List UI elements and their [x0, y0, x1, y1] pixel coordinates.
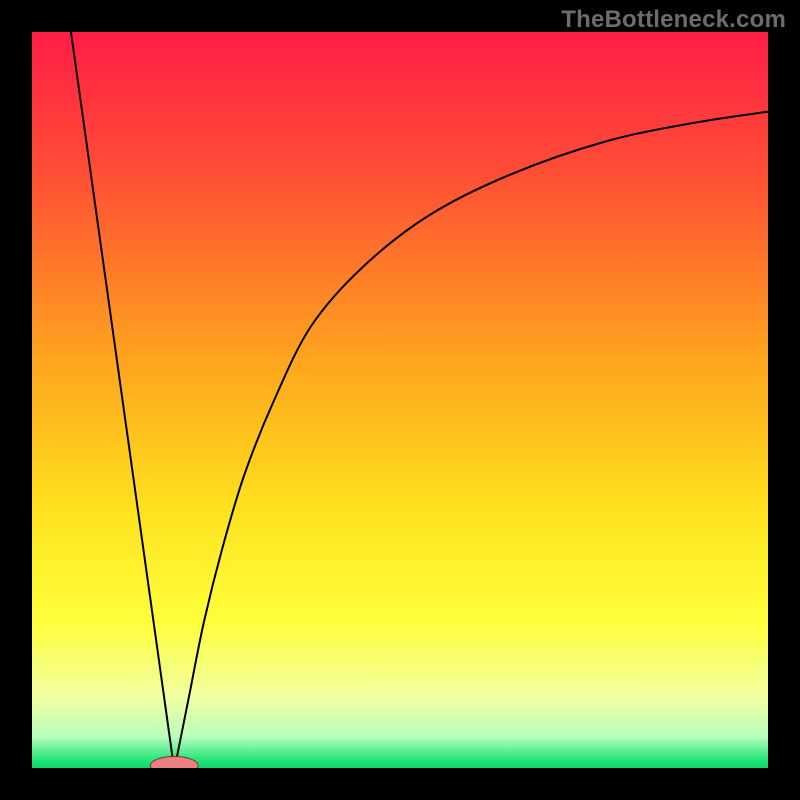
bottleneck-chart [30, 30, 770, 770]
watermark-text: TheBottleneck.com [561, 6, 786, 34]
chart-background [30, 30, 770, 770]
